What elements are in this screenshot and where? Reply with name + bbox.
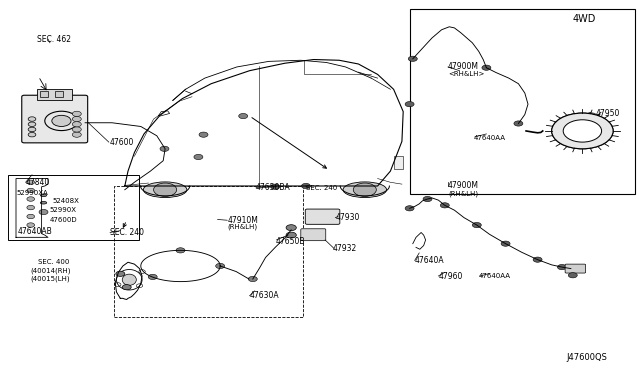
- Ellipse shape: [40, 194, 47, 196]
- Circle shape: [533, 257, 542, 262]
- Circle shape: [301, 183, 310, 189]
- Circle shape: [72, 122, 81, 127]
- Text: (40015(LH): (40015(LH): [31, 275, 70, 282]
- Circle shape: [271, 184, 280, 189]
- Circle shape: [154, 183, 177, 196]
- Text: SEC. 400: SEC. 400: [38, 259, 70, 265]
- Text: 47640AA: 47640AA: [474, 135, 506, 141]
- Circle shape: [72, 127, 81, 132]
- FancyBboxPatch shape: [22, 95, 88, 143]
- Text: 47650B: 47650B: [275, 237, 305, 246]
- Bar: [40, 91, 48, 97]
- Circle shape: [28, 127, 36, 132]
- Circle shape: [216, 263, 225, 269]
- Bar: [394, 156, 403, 169]
- Circle shape: [39, 209, 48, 215]
- Circle shape: [28, 132, 36, 137]
- Ellipse shape: [143, 182, 187, 198]
- Text: (40014(RH): (40014(RH): [31, 267, 71, 274]
- Circle shape: [176, 248, 185, 253]
- Circle shape: [122, 285, 131, 290]
- Ellipse shape: [40, 201, 47, 204]
- Ellipse shape: [122, 274, 136, 285]
- Circle shape: [440, 203, 449, 208]
- Circle shape: [27, 223, 35, 227]
- FancyBboxPatch shape: [301, 229, 326, 241]
- Text: (RH&LH): (RH&LH): [448, 190, 478, 197]
- Bar: [8, 175, 139, 240]
- Circle shape: [27, 197, 35, 201]
- Text: 47640AA: 47640AA: [479, 273, 511, 279]
- Circle shape: [482, 65, 491, 70]
- Circle shape: [72, 116, 81, 122]
- Text: 47600: 47600: [110, 138, 134, 147]
- Circle shape: [72, 132, 81, 137]
- Circle shape: [52, 115, 71, 126]
- Circle shape: [405, 206, 414, 211]
- Circle shape: [148, 274, 157, 279]
- Text: <RH&LH>: <RH&LH>: [448, 71, 484, 77]
- Text: 52990XA: 52990XA: [16, 190, 48, 196]
- Circle shape: [408, 56, 417, 61]
- Bar: [55, 91, 63, 97]
- Text: 47930: 47930: [335, 213, 360, 222]
- Circle shape: [423, 196, 432, 202]
- Text: 47650BA: 47650BA: [256, 183, 291, 192]
- Circle shape: [72, 111, 81, 116]
- Text: 47960: 47960: [438, 272, 463, 280]
- Circle shape: [239, 113, 248, 119]
- Text: J47600QS: J47600QS: [566, 353, 607, 362]
- Circle shape: [405, 102, 414, 107]
- Bar: [114, 186, 303, 317]
- Text: 47630A: 47630A: [250, 291, 279, 300]
- Circle shape: [286, 232, 296, 238]
- Text: 4WD: 4WD: [573, 15, 596, 24]
- Circle shape: [160, 146, 169, 151]
- Circle shape: [28, 117, 36, 121]
- Bar: [410, 9, 635, 194]
- Text: 47900M: 47900M: [448, 62, 479, 71]
- Text: SEC. 240: SEC. 240: [110, 228, 144, 237]
- Text: SEC. 462: SEC. 462: [37, 35, 71, 44]
- Circle shape: [501, 241, 510, 246]
- Circle shape: [353, 183, 376, 196]
- Circle shape: [248, 276, 257, 282]
- Circle shape: [199, 132, 208, 137]
- Circle shape: [557, 264, 566, 270]
- Text: 47640A: 47640A: [415, 256, 444, 265]
- Circle shape: [568, 273, 577, 278]
- Text: (RH&LH): (RH&LH): [227, 224, 257, 230]
- Text: 47910M: 47910M: [227, 216, 258, 225]
- Text: SEC. 240: SEC. 240: [306, 185, 337, 191]
- Text: 47900M: 47900M: [448, 182, 479, 190]
- Circle shape: [27, 205, 35, 210]
- Circle shape: [472, 222, 481, 228]
- Circle shape: [563, 120, 602, 142]
- Circle shape: [194, 154, 203, 160]
- Text: 47932: 47932: [333, 244, 357, 253]
- FancyBboxPatch shape: [305, 209, 340, 224]
- Text: 47600D: 47600D: [50, 217, 77, 223]
- Bar: [37, 89, 72, 100]
- FancyBboxPatch shape: [565, 264, 586, 273]
- Circle shape: [28, 122, 36, 126]
- Text: 47840: 47840: [26, 178, 50, 187]
- Circle shape: [552, 113, 613, 149]
- Circle shape: [27, 214, 35, 219]
- Circle shape: [514, 121, 523, 126]
- Text: 52408X: 52408X: [52, 198, 79, 204]
- Ellipse shape: [343, 182, 387, 198]
- Text: 47950: 47950: [595, 109, 620, 118]
- Circle shape: [27, 188, 35, 193]
- Circle shape: [116, 271, 125, 276]
- Text: 52990X: 52990X: [50, 207, 77, 213]
- Circle shape: [27, 180, 35, 185]
- Circle shape: [286, 225, 296, 231]
- Text: 47640AB: 47640AB: [18, 227, 52, 236]
